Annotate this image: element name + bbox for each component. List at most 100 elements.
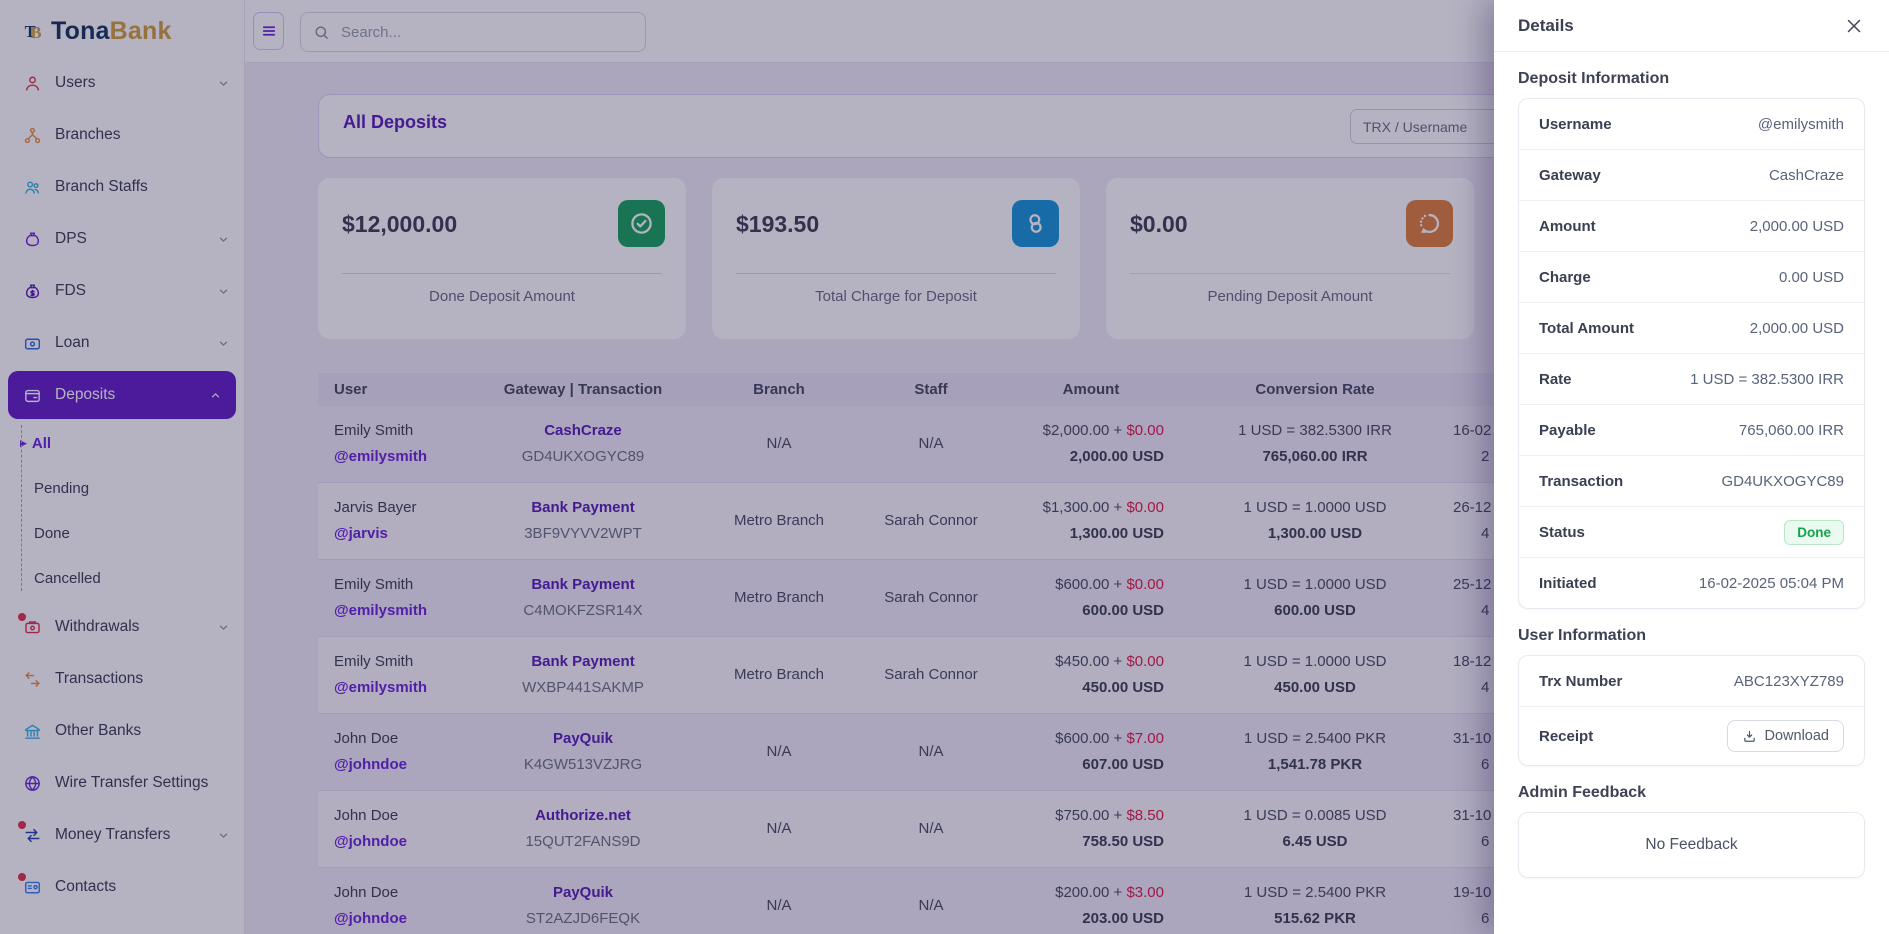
gateway-link[interactable]: Authorize.net <box>535 807 631 824</box>
gateway-link[interactable]: CashCraze <box>544 422 622 439</box>
sidebar-item-contacts[interactable]: Contacts <box>0 861 244 913</box>
submenu-item-done[interactable]: Done <box>0 511 244 556</box>
brand-name: TonaBank <box>51 17 172 46</box>
page-title: All Deposits <box>343 112 448 132</box>
amount-total: 607.00 USD <box>1082 756 1164 773</box>
amount-with-fee: $600.00 + $0.00 <box>1055 576 1164 593</box>
detail-label: Gateway <box>1539 166 1601 184</box>
table-row[interactable]: Jarvis Bayer @jarvis Bank Payment 3BF9VYVV2… <box>318 483 1550 560</box>
gateway-link[interactable]: PayQuik <box>552 730 614 747</box>
gateway-link[interactable]: Bank Payment <box>531 576 635 593</box>
conversion-cell: 1 USD = 1.0000 USD 600.00 USD <box>1180 572 1450 624</box>
branch-cell: N/A <box>766 897 792 914</box>
transaction-id: ST2AZJD6FEQK <box>525 910 641 927</box>
conversion-rate: 1 USD = 382.5300 IRR <box>1238 422 1392 439</box>
sidebar-item-wire-transfer-settings[interactable]: Wire Transfer Settings <box>0 757 244 809</box>
detail-row-initiated: Initiated 16-02-2025 05:04 PM <box>1519 558 1864 608</box>
amount-cell: $200.00 + $3.00 203.00 USD <box>1002 880 1180 932</box>
sidebar-item-branch-staffs[interactable]: Branch Staffs <box>0 161 244 213</box>
converted-amount: 515.62 PKR <box>1274 910 1356 927</box>
table-row[interactable]: John Doe @johndoe Authorize.net 15QUT2FANS9… <box>318 791 1550 868</box>
sidebar-item-deposits[interactable]: Deposits <box>8 371 236 419</box>
date-line2: 4 <box>1481 525 1490 542</box>
table-row[interactable]: Emily Smith @emilysmith CashCraze GD4UKXOGY… <box>318 406 1550 483</box>
download-button[interactable]: Download <box>1726 720 1844 752</box>
user-username-link[interactable]: @emilysmith <box>334 448 427 465</box>
sidebar-item-loan[interactable]: Loan <box>0 317 244 369</box>
close-icon[interactable] <box>1843 15 1865 37</box>
sidebar-item-dps[interactable]: DPS <box>0 213 244 265</box>
search-input[interactable] <box>339 22 633 42</box>
user-icon <box>23 74 42 93</box>
sidebar-item-fds[interactable]: FDS <box>0 265 244 317</box>
date-line2: 2 <box>1481 448 1490 465</box>
conversion-rate: 1 USD = 2.5400 PKR <box>1243 884 1387 901</box>
sidebar-item-branches[interactable]: Branches <box>0 109 244 161</box>
detail-label: Rate <box>1539 370 1572 388</box>
stat-label: Total Charge for Deposit <box>815 288 977 305</box>
user-username-link[interactable]: @johndoe <box>334 756 407 773</box>
table-row[interactable]: Emily Smith @emilysmith Bank Payment C4MOKF… <box>318 560 1550 637</box>
date-line1: 25-12 <box>1453 576 1492 593</box>
amount-total: 203.00 USD <box>1082 910 1164 927</box>
date-cell: 31-10 6 <box>1450 803 1550 855</box>
sidebar-item-other-banks[interactable]: Other Banks <box>0 705 244 757</box>
chevron-down-icon <box>217 77 230 90</box>
status-badge: Done <box>1784 519 1844 545</box>
conversion-cell: 1 USD = 0.0085 USD 6.45 USD <box>1180 803 1450 855</box>
transaction-id: GD4UKXOGYC89 <box>521 448 645 465</box>
chevron-up-icon <box>209 389 222 402</box>
bank-icon <box>23 722 42 741</box>
details-drawer: Details Deposit Information Username @emil… <box>1494 0 1889 934</box>
sidebar-item-label: Money Transfers <box>55 826 171 843</box>
sidebar-item-label: Loan <box>55 334 90 351</box>
converted-amount: 1,300.00 USD <box>1267 525 1363 542</box>
user-cell: Emily Smith @emilysmith <box>318 649 468 701</box>
user-name: Emily Smith <box>334 653 414 670</box>
table-row[interactable]: John Doe @johndoe PayQuik ST2AZJD6FEQK N/A N/… <box>318 868 1550 934</box>
transaction-id: WXBP441SAKMP <box>522 679 644 696</box>
column-header-conversion-rate: Conversion Rate <box>1255 381 1375 398</box>
sidebar-item-users[interactable]: Users <box>0 62 244 109</box>
submenu-item-cancelled[interactable]: Cancelled <box>0 556 244 601</box>
brand-logo[interactable]: T B TonaBank <box>0 0 244 62</box>
amount-total: 2,000.00 USD <box>1069 448 1164 465</box>
submenu-item-pending[interactable]: Pending <box>0 466 244 511</box>
amount-cell: $2,000.00 + $0.00 2,000.00 USD <box>1002 418 1180 470</box>
sidebar-item-label: FDS <box>55 282 86 299</box>
user-username-link[interactable]: @johndoe <box>334 833 407 850</box>
submenu-item-label: Done <box>34 525 70 542</box>
user-username-link[interactable]: @emilysmith <box>334 679 427 696</box>
sidebar-item-withdrawals[interactable]: Withdrawals <box>0 601 244 653</box>
sidebar-item-label: DPS <box>55 230 87 247</box>
sidebar-item-money-transfers[interactable]: Money Transfers <box>0 809 244 861</box>
amount-fee: $7.00 <box>1126 730 1164 747</box>
detail-value: CashCraze <box>1768 166 1844 184</box>
gateway-cell: CashCraze GD4UKXOGYC89 <box>468 418 698 470</box>
branch-cell: Metro Branch <box>733 589 825 606</box>
stat-divider <box>342 273 662 274</box>
table-row[interactable]: John Doe @johndoe PayQuik K4GW513VZJRG N/A N/… <box>318 714 1550 791</box>
user-username-link[interactable]: @johndoe <box>334 910 407 927</box>
table-row[interactable]: Emily Smith @emilysmith Bank Payment WXBP44… <box>318 637 1550 714</box>
column-header-staff: Staff <box>914 381 948 398</box>
detail-value: @emilysmith <box>1757 115 1844 133</box>
sidebar-item-transactions[interactable]: Transactions <box>0 653 244 705</box>
amount-with-fee: $750.00 + $8.50 <box>1055 807 1164 824</box>
amount-cell: $450.00 + $0.00 450.00 USD <box>1002 649 1180 701</box>
gateway-link[interactable]: Bank Payment <box>531 653 635 670</box>
section-heading-deposit-information: Deposit Information <box>1518 70 1670 87</box>
user-username-link[interactable]: @emilysmith <box>334 602 427 619</box>
sidebar-toggle-button[interactable] <box>253 12 284 50</box>
detail-value: 2,000.00 USD <box>1749 217 1844 235</box>
user-username-link[interactable]: @jarvis <box>334 525 388 542</box>
gateway-link[interactable]: PayQuik <box>552 884 614 901</box>
submenu-item-all[interactable]: ▶ All <box>0 421 244 466</box>
gateway-link[interactable]: Bank Payment <box>531 499 635 516</box>
sidebar-nav: Users Branches Branch Staffs DPS FDS Loan Depo… <box>0 62 244 934</box>
amount-with-fee: $600.00 + $7.00 <box>1055 730 1164 747</box>
stat-card-done-deposit-amount: $12,000.00 Done Deposit Amount <box>318 178 686 339</box>
user-cell: John Doe @johndoe <box>318 880 468 932</box>
sidebar-item-label: Branch Staffs <box>55 178 148 195</box>
detail-value: 16-02-2025 05:04 PM <box>1698 574 1844 592</box>
